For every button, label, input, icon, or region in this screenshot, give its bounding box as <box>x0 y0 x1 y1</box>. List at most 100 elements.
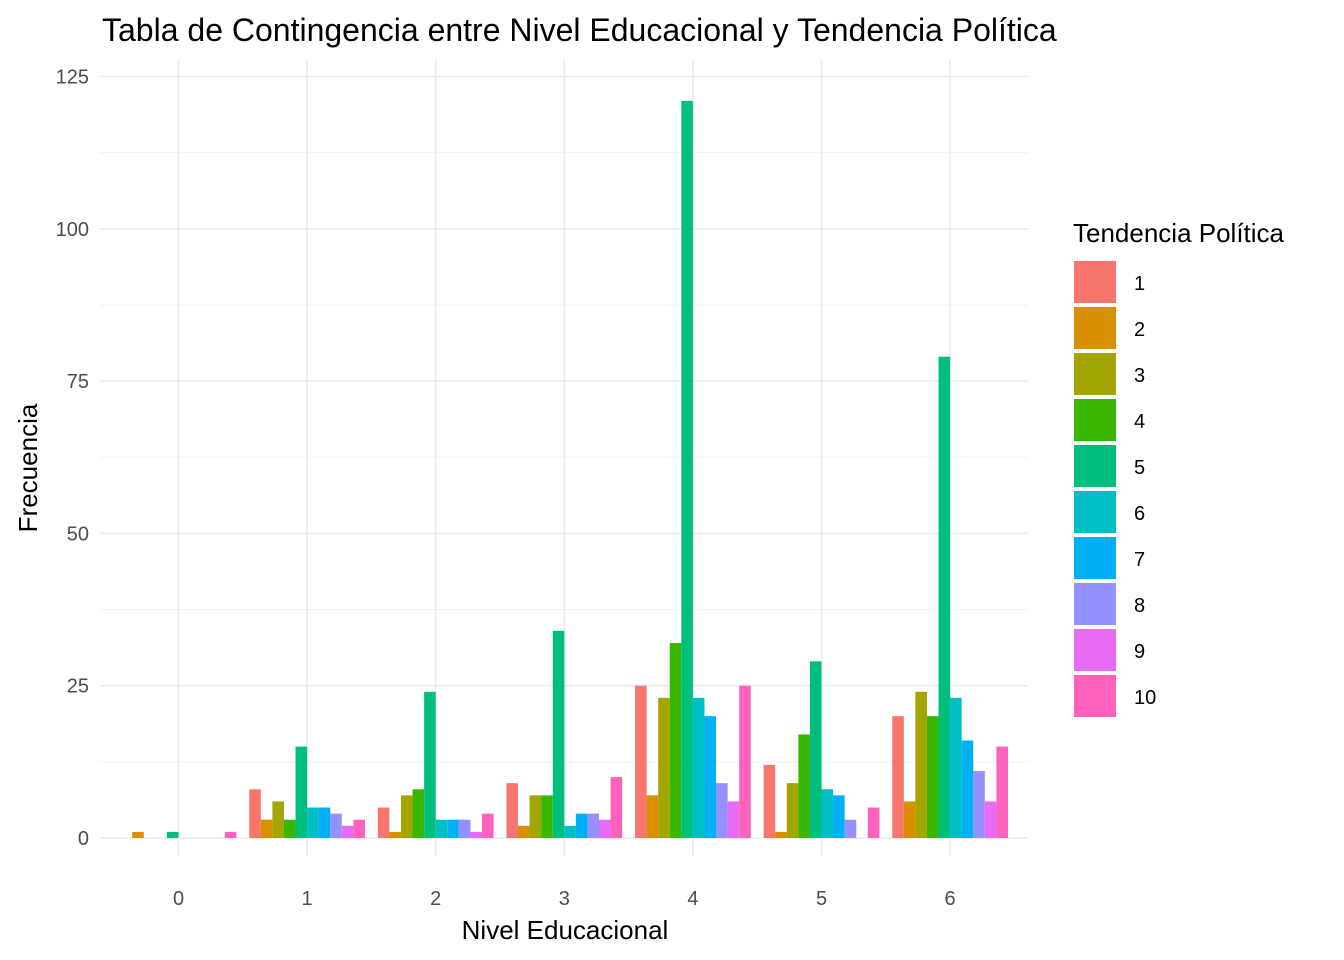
y-axis-title: Frecuencia <box>13 403 43 532</box>
bar-nivel-5-tendencia-5 <box>809 661 822 838</box>
bar-nivel-1-tendencia-9 <box>341 825 354 838</box>
bar-nivel-2-tendencia-6 <box>435 819 448 838</box>
x-tick-label: 5 <box>816 888 827 910</box>
bar-nivel-4-tendencia-1 <box>635 685 647 838</box>
bars <box>132 100 1008 839</box>
bar-nivel-3-tendencia-3 <box>529 795 542 838</box>
bar-nivel-6-tendencia-3 <box>915 691 927 838</box>
bar-nivel-3-tendencia-8 <box>587 813 600 838</box>
bar-nivel-2-tendencia-8 <box>458 819 471 838</box>
legend-label: 5 <box>1134 457 1145 479</box>
bar-nivel-3-tendencia-5 <box>552 630 565 838</box>
legend-title: Tendencia Política <box>1073 218 1285 248</box>
bar-nivel-1-tendencia-2 <box>260 819 273 838</box>
bar-nivel-5-tendencia-7 <box>833 795 845 838</box>
y-tick-label: 50 <box>67 523 89 545</box>
bar-nivel-6-tendencia-1 <box>892 716 904 838</box>
bar-nivel-5-tendencia-2 <box>775 831 787 838</box>
legend-key-10 <box>1074 675 1116 717</box>
bar-nivel-1-tendencia-6 <box>307 807 319 838</box>
legend-key-8 <box>1074 583 1116 625</box>
bar-nivel-1-tendencia-7 <box>318 807 331 838</box>
bar-nivel-3-tendencia-10 <box>610 777 623 838</box>
legend-label: 6 <box>1134 503 1145 525</box>
legend-key-9 <box>1074 629 1116 671</box>
legend-key-7 <box>1074 537 1116 579</box>
x-tick-label: 4 <box>687 888 698 910</box>
bar-nivel-4-tendencia-5 <box>681 100 693 839</box>
bar-nivel-4-tendencia-10 <box>739 685 751 838</box>
bar-nivel-1-tendencia-3 <box>272 801 284 838</box>
legend-label: 7 <box>1134 549 1145 571</box>
bar-nivel-6-tendencia-5 <box>938 356 951 838</box>
legend-label: 3 <box>1134 365 1145 387</box>
bar-nivel-1-tendencia-1 <box>249 789 261 838</box>
legend-key-3 <box>1074 353 1116 395</box>
bar-nivel-6-tendencia-7 <box>961 740 974 838</box>
x-tick-label: 2 <box>430 888 441 910</box>
bar-nivel-2-tendencia-4 <box>412 789 425 838</box>
bar-nivel-6-tendencia-10 <box>996 746 1008 838</box>
y-tick-label: 100 <box>56 219 89 241</box>
legend-label: 4 <box>1134 411 1145 433</box>
x-axis-title: Nivel Educacional <box>462 915 669 945</box>
bar-nivel-6-tendencia-6 <box>950 697 962 838</box>
bar-nivel-2-tendencia-1 <box>377 807 390 838</box>
legend: Tendencia Política 1 2 3 4 5 6 7 8 9 10 <box>1073 218 1285 717</box>
legend-key-1 <box>1074 261 1116 303</box>
bar-nivel-5-tendencia-6 <box>821 789 834 838</box>
bar-nivel-4-tendencia-6 <box>692 697 705 838</box>
bar-nivel-6-tendencia-4 <box>926 716 939 838</box>
legend-label: 1 <box>1134 273 1145 295</box>
legend-key-5 <box>1074 445 1116 487</box>
y-axis-ticks: 0 25 50 75 100 125 <box>56 67 89 851</box>
bar-nivel-2-tendencia-5 <box>424 691 436 838</box>
bar-nivel-5-tendencia-8 <box>844 819 857 838</box>
bar-nivel-2-tendencia-3 <box>400 795 413 838</box>
bar-nivel-5-tendencia-3 <box>786 783 799 838</box>
chart-title: Tabla de Contingencia entre Nivel Educac… <box>102 12 1057 48</box>
bar-nivel-1-tendencia-10 <box>353 819 365 838</box>
bar-nivel-2-tendencia-2 <box>389 831 401 838</box>
bar-nivel-6-tendencia-2 <box>903 801 916 838</box>
bar-nivel-5-tendencia-4 <box>798 734 810 838</box>
legend-label: 10 <box>1134 687 1156 709</box>
y-tick-label: 125 <box>56 67 89 89</box>
bar-nivel-1-tendencia-8 <box>330 813 342 838</box>
bar-nivel-4-tendencia-8 <box>716 783 728 838</box>
bar-nivel-3-tendencia-1 <box>506 783 518 838</box>
bar-nivel-4-tendencia-7 <box>704 716 717 838</box>
x-tick-label: 0 <box>173 888 184 910</box>
bar-nivel-0-tendencia-2 <box>132 831 144 838</box>
y-tick-label: 75 <box>67 371 89 393</box>
bar-nivel-3-tendencia-9 <box>599 819 611 838</box>
bar-nivel-3-tendencia-2 <box>518 825 530 838</box>
legend-key-4 <box>1074 399 1116 441</box>
bar-nivel-4-tendencia-2 <box>646 795 659 838</box>
bar-nivel-1-tendencia-4 <box>283 819 296 838</box>
bar-nivel-2-tendencia-7 <box>447 819 459 838</box>
legend-items: 1 2 3 4 5 6 7 8 9 10 <box>1074 261 1156 717</box>
bar-nivel-1-tendencia-5 <box>295 746 308 838</box>
bar-nivel-6-tendencia-9 <box>984 801 997 838</box>
bar-nivel-4-tendencia-9 <box>727 801 740 838</box>
bar-nivel-2-tendencia-9 <box>470 831 482 838</box>
bar-nivel-6-tendencia-8 <box>973 770 985 838</box>
legend-label: 8 <box>1134 595 1145 617</box>
bar-nivel-0-tendencia-10 <box>224 831 237 838</box>
bar-nivel-3-tendencia-4 <box>541 795 553 838</box>
bar-nivel-4-tendencia-4 <box>669 643 682 838</box>
x-tick-label: 6 <box>945 888 956 910</box>
legend-label: 9 <box>1134 641 1145 663</box>
y-tick-label: 25 <box>67 676 89 698</box>
x-tick-label: 1 <box>302 888 313 910</box>
x-axis-ticks: 0 1 2 3 4 5 6 <box>173 888 956 910</box>
bar-nivel-3-tendencia-6 <box>564 825 576 838</box>
legend-key-6 <box>1074 491 1116 533</box>
y-tick-label: 0 <box>78 828 89 850</box>
bar-nivel-5-tendencia-10 <box>867 807 880 838</box>
x-tick-label: 3 <box>559 888 570 910</box>
bar-nivel-2-tendencia-10 <box>482 813 494 838</box>
bar-nivel-0-tendencia-5 <box>166 831 179 838</box>
